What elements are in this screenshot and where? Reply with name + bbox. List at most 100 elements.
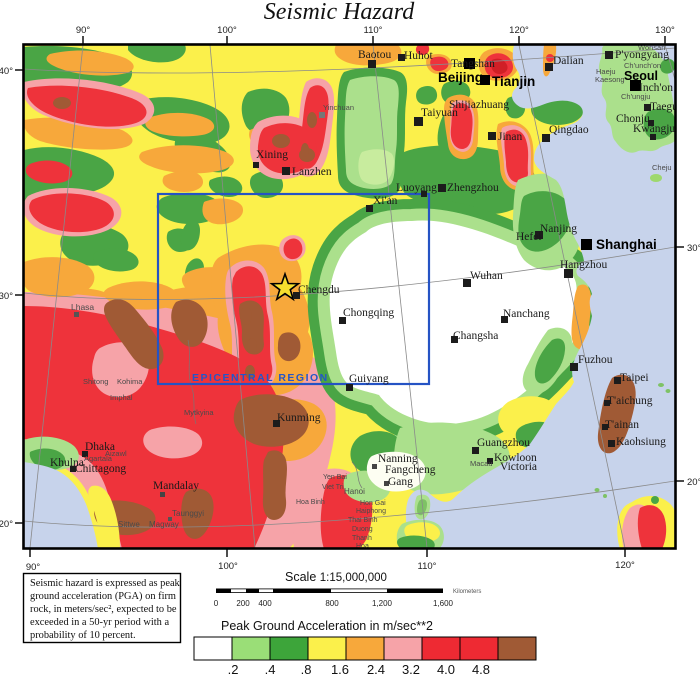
svg-text:Sittwe: Sittwe (118, 520, 140, 529)
svg-text:Qingdao: Qingdao (549, 124, 589, 136)
svg-text:Mytkyina: Mytkyina (184, 408, 214, 417)
svg-text:Ch'ungju: Ch'ungju (621, 92, 650, 101)
svg-text:Taegu: Taegu (650, 101, 678, 113)
svg-text:400: 400 (258, 599, 272, 608)
svg-text:Wuhan: Wuhan (470, 270, 503, 282)
svg-text:90°: 90° (26, 562, 41, 573)
svg-text:Huhot: Huhot (404, 50, 434, 62)
svg-text:0: 0 (214, 599, 219, 608)
svg-text:Khulna: Khulna (50, 457, 84, 469)
svg-text:20°: 20° (687, 477, 700, 488)
svg-text:120°: 120° (509, 25, 529, 36)
svg-text:110°: 110° (364, 25, 383, 36)
svg-text:Thai Binh: Thai Binh (348, 517, 378, 524)
svg-text:1,200: 1,200 (372, 599, 393, 608)
svg-text:Dalian: Dalian (553, 55, 584, 67)
svg-text:Shitong: Shitong (83, 377, 108, 386)
svg-text:200: 200 (236, 599, 250, 608)
svg-text:Kowloon: Kowloon (494, 452, 537, 464)
svg-text:Seismic hazard is expressed as: Seismic hazard is expressed as peak (30, 578, 181, 589)
svg-text:Kohima: Kohima (117, 377, 143, 386)
svg-text:20°: 20° (0, 519, 13, 530)
svg-text:800: 800 (325, 599, 339, 608)
svg-text:Dhaka: Dhaka (85, 441, 115, 453)
svg-text:Taipei: Taipei (620, 372, 649, 384)
svg-text:P'yongyang: P'yongyang (615, 49, 669, 61)
svg-text:Thanh: Thanh (352, 535, 372, 542)
svg-text:Hefei: Hefei (516, 231, 542, 243)
svg-text:ground acceleration (PGA) on f: ground acceleration (PGA) on firm (30, 591, 176, 602)
svg-text:Hoa: Hoa (356, 543, 369, 550)
svg-text:Hanoi: Hanoi (344, 487, 365, 496)
svg-text:Cheju: Cheju (652, 163, 672, 172)
svg-text:Lanzhen: Lanzhen (292, 166, 332, 178)
svg-text:Fangcheng: Fangcheng (385, 464, 436, 476)
svg-text:Chonju: Chonju (616, 113, 650, 125)
svg-text:Hoa Binh: Hoa Binh (296, 499, 325, 506)
svg-text:30°: 30° (687, 243, 700, 254)
svg-text:Lhasa: Lhasa (71, 302, 94, 312)
svg-text:Taunggyi: Taunggyi (172, 509, 204, 518)
svg-text:120°: 120° (615, 560, 635, 571)
svg-text:Changsha: Changsha (453, 330, 498, 342)
svg-text:EPICENTRAL REGION: EPICENTRAL REGION (192, 372, 329, 384)
svg-text:Shijiazhuang: Shijiazhuang (449, 99, 509, 111)
svg-text:100°: 100° (217, 25, 237, 36)
svg-text:Luoyang: Luoyang (396, 182, 437, 194)
svg-text:Inch'on: Inch'on (639, 82, 673, 94)
svg-text:Guiyang: Guiyang (349, 373, 389, 385)
svg-text:Haeju: Haeju (596, 67, 616, 76)
svg-text:Nanning: Nanning (378, 453, 418, 465)
svg-text:rock, in meters/sec², expected: rock, in meters/sec², expected to be (30, 604, 177, 615)
svg-text:Agartala: Agartala (84, 454, 113, 463)
svg-text:1,600: 1,600 (433, 599, 454, 608)
svg-text:130°: 130° (655, 25, 675, 36)
svg-text:Guangzhou: Guangzhou (477, 437, 530, 449)
svg-text:Haiphong: Haiphong (356, 508, 386, 515)
svg-text:probability of 10 percent.: probability of 10 percent. (30, 630, 136, 641)
svg-text:Magway: Magway (149, 520, 179, 529)
svg-text:Hon Gai: Hon Gai (360, 500, 386, 507)
svg-text:Chengdu: Chengdu (298, 284, 340, 296)
svg-text:Jinan: Jinan (498, 131, 523, 143)
svg-text:T'ainan: T'ainan (605, 419, 639, 431)
svg-text:Tangshan: Tangshan (451, 58, 495, 70)
svg-text:.2: .2 (228, 662, 239, 677)
svg-text:Macau: Macau (470, 459, 493, 468)
svg-text:Viet Tri: Viet Tri (322, 484, 344, 491)
svg-text:Xining: Xining (256, 149, 288, 161)
svg-text:Kilometers: Kilometers (453, 589, 481, 595)
svg-text:40°: 40° (0, 66, 13, 77)
svg-text:Xi'an: Xi'an (373, 195, 398, 207)
svg-text:T'aichung: T'aichung (607, 395, 653, 407)
svg-text:Gang: Gang (388, 476, 413, 488)
svg-text:Yinchuan: Yinchuan (323, 103, 354, 112)
svg-text:Aizawl: Aizawl (105, 449, 127, 458)
svg-text:4.8: 4.8 (472, 662, 490, 677)
svg-text:Ch'unch'on: Ch'unch'on (624, 61, 661, 70)
svg-text:Beijing: Beijing (438, 70, 483, 85)
svg-text:Seoul: Seoul (624, 69, 658, 83)
svg-text:Yen Bai: Yen Bai (323, 474, 347, 481)
svg-text:3.2: 3.2 (402, 662, 420, 677)
svg-text:Fuzhou: Fuzhou (578, 354, 613, 366)
svg-text:110°: 110° (418, 561, 437, 572)
svg-text:Zhengzhou: Zhengzhou (447, 182, 499, 194)
svg-text:Seismic Hazard: Seismic Hazard (264, 0, 415, 25)
svg-text:1.6: 1.6 (331, 662, 349, 677)
svg-text:.4: .4 (265, 662, 276, 677)
svg-text:90°: 90° (76, 25, 91, 36)
svg-text:Kwangju: Kwangju (633, 123, 675, 135)
svg-text:Nanchang: Nanchang (503, 308, 550, 320)
svg-text:Taiyuan: Taiyuan (421, 107, 458, 119)
svg-text:Kunming: Kunming (277, 412, 321, 424)
svg-text:Nanjing: Nanjing (540, 223, 577, 235)
svg-text:Victoria: Victoria (500, 461, 537, 473)
svg-text:Kaohsiung: Kaohsiung (616, 436, 666, 448)
svg-text:Shanghai: Shanghai (596, 237, 657, 252)
svg-text:2.4: 2.4 (367, 662, 385, 677)
svg-text:100°: 100° (218, 561, 238, 572)
svg-text:30°: 30° (0, 291, 13, 302)
svg-text:Baotou: Baotou (358, 49, 391, 61)
svg-text:4.0: 4.0 (437, 662, 455, 677)
